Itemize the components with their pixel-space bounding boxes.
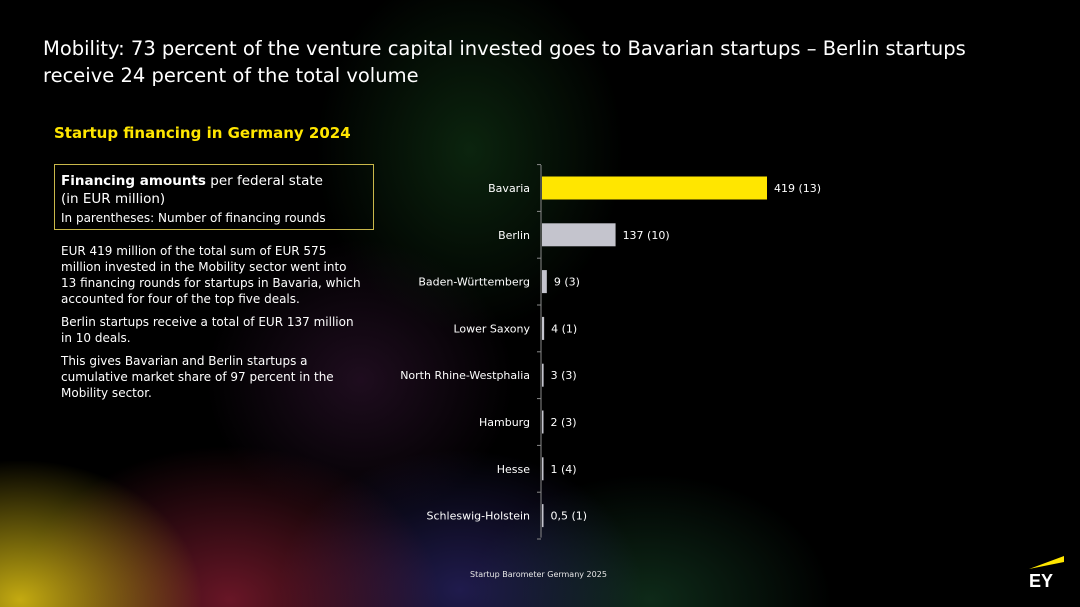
- chart-data-label: 0,5 (1): [551, 510, 588, 523]
- chart-bar: [542, 457, 544, 481]
- chart-data-label: 419 (13): [774, 182, 821, 195]
- chart-data-label: 9 (3): [554, 276, 580, 289]
- chart-bar: [542, 176, 767, 200]
- legend-box: Financing amounts per federal state (in …: [54, 164, 374, 230]
- ey-logo: EY: [1029, 556, 1064, 590]
- chart-category-label: Berlin: [498, 229, 530, 242]
- chart-bar: [542, 316, 545, 340]
- description-paragraph-2: Berlin startups receive a total of EUR 1…: [61, 315, 354, 345]
- chart-bar: [542, 223, 616, 247]
- chart-bar: [542, 410, 544, 434]
- chart-data-label: 3 (3): [551, 369, 577, 382]
- legend-unit: (in EUR million): [61, 191, 166, 207]
- chart-subtitle: Startup financing in Germany 2024: [54, 124, 351, 142]
- chart-category-label: Hamburg: [479, 416, 530, 429]
- chart-category-label: North Rhine-Westphalia: [400, 369, 530, 382]
- ey-logo-text: EY: [1029, 571, 1053, 590]
- chart-category-label: Schleswig-Holstein: [427, 510, 530, 523]
- chart-data-label: 4 (1): [551, 322, 577, 335]
- legend-bold-text: Financing amounts: [61, 173, 206, 189]
- bar-chart: Bavaria 419 (13) Berlin 137 (10) Baden-Württ…: [400, 164, 821, 540]
- description-text: EUR 419 million of the total sum of EUR …: [61, 243, 361, 408]
- description-paragraph-1: EUR 419 million of the total sum of EUR …: [61, 244, 361, 306]
- chart-category-label: Baden-Württemberg: [418, 276, 530, 289]
- legend-line-1: Financing amounts per federal state: [61, 172, 366, 190]
- chart-category-label: Hesse: [497, 463, 531, 476]
- chart-bar: [542, 363, 544, 387]
- description-paragraph-3: This gives Bavarian and Berlin startups …: [61, 354, 334, 400]
- chart-bar: [542, 504, 544, 528]
- chart-data-label: 2 (3): [551, 416, 577, 429]
- chart-category-label: Bavaria: [488, 182, 530, 195]
- legend-note: In parentheses: Number of financing roun…: [61, 211, 326, 225]
- page-title: Mobility: 73 percent of the venture capi…: [43, 37, 966, 87]
- footer-source: Startup Barometer Germany 2025: [470, 570, 607, 579]
- chart-bar: [542, 270, 547, 294]
- chart-data-label: 1 (4): [551, 463, 577, 476]
- chart-data-label: 137 (10): [623, 229, 670, 242]
- legend-rest-text: per federal state: [205, 173, 323, 189]
- chart-category-label: Lower Saxony: [453, 322, 530, 335]
